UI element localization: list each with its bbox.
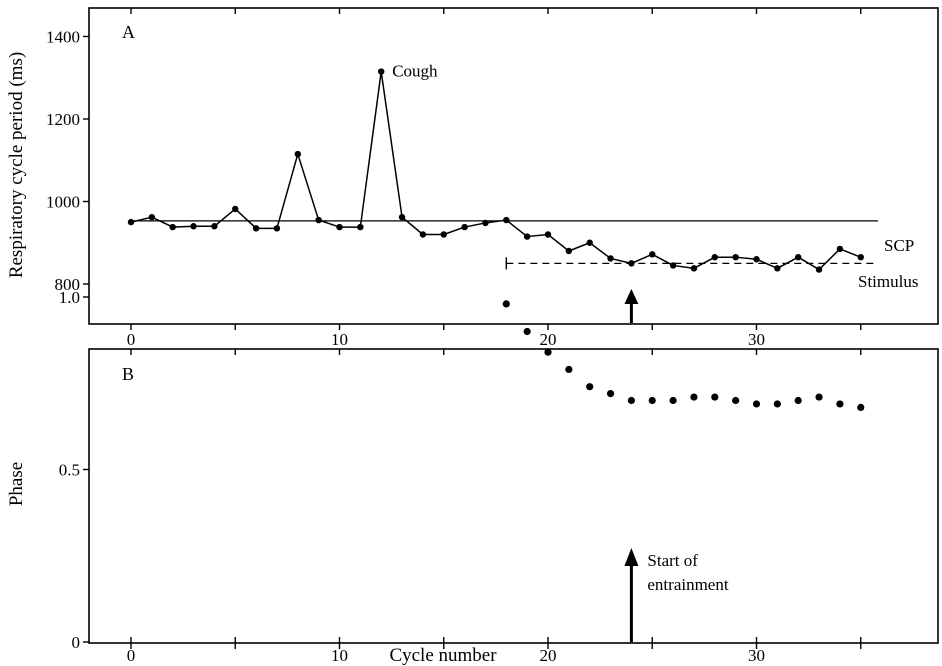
panel-a-y-axis: 800 1000 1200 1400 bbox=[46, 28, 89, 294]
data-point bbox=[711, 393, 719, 401]
y-tick-label: 0.5 bbox=[59, 461, 80, 480]
data-point bbox=[232, 205, 239, 213]
y-tick-label: 1.0 bbox=[59, 288, 80, 307]
data-point bbox=[732, 396, 740, 405]
data-point bbox=[606, 390, 615, 398]
data-point bbox=[211, 223, 218, 230]
data-point bbox=[711, 253, 718, 261]
panel-a-x-axis: 0 10 20 30 bbox=[127, 8, 862, 349]
data-point bbox=[190, 223, 197, 230]
data-point bbox=[690, 265, 698, 272]
x-tick-label: 20 bbox=[540, 646, 557, 665]
y-tick-label: 1400 bbox=[46, 28, 80, 47]
panel-b-y-axis: 0 0.5 1.0 bbox=[59, 288, 89, 652]
x-tick-label: 30 bbox=[748, 330, 765, 349]
x-tick-label: 0 bbox=[127, 646, 136, 665]
data-point bbox=[378, 68, 385, 75]
cough-annotation: Cough bbox=[392, 62, 438, 81]
data-point bbox=[503, 216, 510, 224]
panel-b-y-axis-title: Phase bbox=[6, 462, 27, 506]
arrow-up-icon bbox=[624, 548, 639, 642]
data-point bbox=[502, 300, 510, 308]
x-tick-label: 10 bbox=[331, 646, 348, 665]
scp-label: SCP bbox=[884, 236, 914, 255]
x-tick-label: 0 bbox=[127, 330, 136, 349]
panel-a-letter: A bbox=[122, 22, 135, 42]
entrainment-annotation-line-1: Start of bbox=[647, 551, 698, 570]
data-point bbox=[794, 396, 802, 405]
series-line bbox=[130, 70, 862, 271]
arrow-head bbox=[624, 289, 639, 304]
data-point bbox=[752, 400, 761, 408]
data-point bbox=[753, 256, 760, 263]
data-point bbox=[544, 348, 552, 356]
data-point bbox=[649, 251, 656, 258]
data-point bbox=[398, 213, 406, 221]
panel-a-reference-lines bbox=[131, 220, 878, 270]
arrow-up-icon bbox=[624, 289, 639, 323]
panel-b-letter: B bbox=[122, 364, 134, 384]
data-point bbox=[315, 216, 322, 224]
data-point bbox=[586, 383, 594, 391]
x-axis-title: Cycle number bbox=[389, 645, 497, 666]
data-point bbox=[440, 231, 447, 238]
data-point bbox=[607, 255, 614, 262]
x-tick-label: 30 bbox=[748, 646, 765, 665]
y-tick-label: 0 bbox=[72, 633, 81, 652]
data-point bbox=[357, 223, 364, 231]
data-point bbox=[523, 233, 531, 240]
arrow-head bbox=[624, 548, 639, 566]
data-point bbox=[148, 213, 156, 221]
data-point bbox=[544, 231, 552, 238]
data-point bbox=[795, 253, 802, 261]
y-tick-label: 1200 bbox=[46, 110, 80, 129]
data-point bbox=[461, 223, 468, 231]
data-point bbox=[648, 396, 656, 405]
data-point bbox=[294, 150, 301, 158]
data-point bbox=[627, 396, 636, 405]
data-point bbox=[836, 245, 844, 253]
panel-b: B 0 0.5 1.0 0 10 20 30 Start of entrainment bbox=[59, 288, 939, 665]
panel-a-series bbox=[127, 68, 864, 273]
data-point bbox=[273, 225, 281, 232]
data-point bbox=[482, 219, 489, 227]
panel-a: A 800 1000 1200 1400 0 10 20 30 Cough SCP Stim… bbox=[46, 7, 939, 349]
data-point bbox=[773, 400, 781, 408]
data-point bbox=[836, 400, 844, 408]
stimulus-label: Stimulus bbox=[858, 272, 918, 291]
data-point bbox=[336, 223, 343, 231]
panel-b-frame bbox=[88, 348, 939, 644]
y-tick-label: 800 bbox=[55, 275, 81, 294]
data-point bbox=[690, 393, 698, 401]
data-point bbox=[669, 262, 677, 269]
data-point bbox=[857, 403, 865, 411]
x-tick-label: 20 bbox=[540, 330, 557, 349]
data-point bbox=[419, 231, 427, 238]
x-tick-label: 10 bbox=[331, 330, 348, 349]
y-tick-label: 1000 bbox=[46, 193, 80, 212]
data-point bbox=[565, 365, 573, 374]
panel-a-y-axis-title: Respiratory cycle period (ms) bbox=[6, 52, 27, 278]
data-point bbox=[732, 253, 739, 261]
data-point bbox=[628, 260, 635, 267]
data-point bbox=[169, 223, 176, 231]
data-point bbox=[523, 327, 531, 336]
panel-b-x-axis: 0 10 20 30 bbox=[127, 349, 862, 665]
data-point bbox=[815, 266, 823, 273]
data-point bbox=[669, 396, 677, 405]
entrainment-annotation-line-2: entrainment bbox=[647, 575, 728, 594]
data-point bbox=[774, 265, 781, 272]
data-point bbox=[127, 218, 135, 226]
panel-a-frame bbox=[88, 7, 939, 325]
panel-b-series bbox=[502, 300, 865, 411]
data-point bbox=[252, 225, 260, 232]
data-point bbox=[857, 253, 864, 261]
data-point bbox=[815, 393, 823, 401]
data-point bbox=[565, 247, 573, 255]
data-point bbox=[586, 239, 593, 246]
